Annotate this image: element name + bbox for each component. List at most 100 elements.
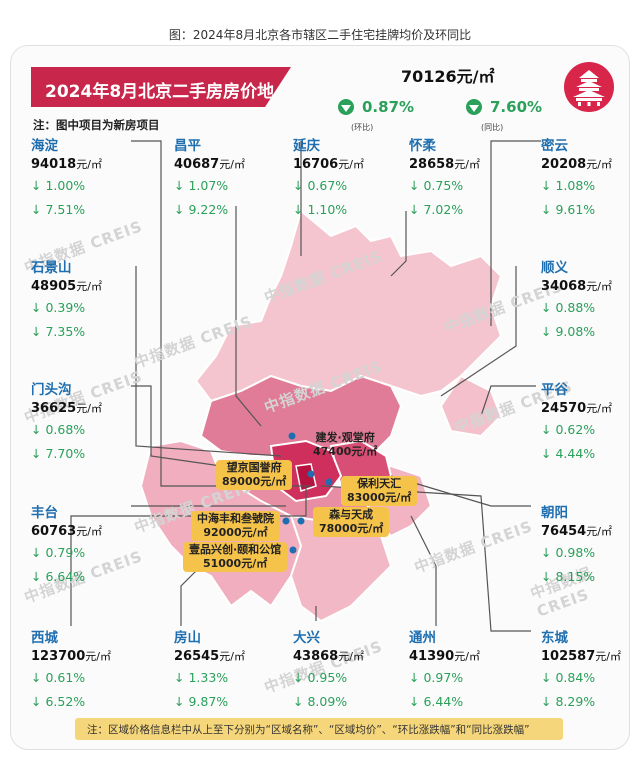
map-title: 2024年8月北京二手房房价地图 — [31, 67, 291, 107]
leader-line-mentougou — [131, 385, 222, 467]
district-pinggu: 平谷 24570元/㎡ 0.62% 4.44% — [541, 378, 629, 467]
district-mom: 0.84% — [541, 670, 629, 691]
district-miyun: 密云 20208元/㎡ 1.08% 9.61% — [541, 134, 629, 223]
down-arrow-icon — [338, 99, 354, 115]
district-price: 20208元/㎡ — [541, 157, 612, 172]
city-mom-label: (环比) — [351, 123, 374, 132]
district-yoy: 8.15% — [541, 569, 629, 590]
district-name: 顺义 — [541, 260, 568, 276]
district-xicheng: 西城 123700元/㎡ 0.61% 6.52% — [31, 626, 151, 715]
district-yoy: 9.61% — [541, 202, 629, 223]
city-mom-change: 0.87% — [338, 98, 414, 116]
district-price: 40687元/㎡ — [174, 157, 245, 172]
district-name: 海淀 — [31, 138, 58, 154]
district-mom: 0.88% — [541, 300, 629, 321]
map-pinggu-region — [439, 374, 503, 438]
district-shunyi: 顺义 34068元/㎡ 0.88% 9.08% — [541, 256, 629, 345]
temple-logo-icon — [564, 62, 614, 112]
district-yoy: 7.02% — [409, 202, 529, 223]
district-price: 34068元/㎡ — [541, 279, 612, 294]
district-price: 24570元/㎡ — [541, 401, 612, 416]
project-marker-wangjing — [307, 470, 315, 478]
district-dongcheng: 东城 102587元/㎡ 0.84% 8.29% — [541, 626, 629, 715]
district-name: 东城 — [541, 630, 568, 646]
district-price: 41390元/㎡ — [409, 649, 480, 664]
district-mom: 0.95% — [293, 670, 413, 691]
district-price: 60763元/㎡ — [31, 524, 102, 539]
district-yoy: 6.64% — [31, 569, 151, 590]
district-name: 石景山 — [31, 260, 72, 276]
district-mom: 1.08% — [541, 178, 629, 199]
district-name: 通州 — [409, 630, 436, 646]
district-mentougou: 门头沟 36625元/㎡ 0.68% 7.70% — [31, 378, 151, 467]
district-haidian: 海淀 94018元/㎡ 1.00% 7.51% — [31, 134, 151, 223]
district-name: 怀柔 — [409, 138, 436, 154]
district-yoy: 9.08% — [541, 324, 629, 345]
district-name: 西城 — [31, 630, 58, 646]
leader-line-changping — [235, 206, 262, 427]
district-price: 76454元/㎡ — [541, 524, 612, 539]
district-huairou: 怀柔 28658元/㎡ 0.75% 7.02% — [409, 134, 529, 223]
district-price: 26545元/㎡ — [174, 649, 245, 664]
down-arrow-icon — [466, 99, 482, 115]
project-marker-yipin — [289, 546, 297, 554]
district-mom: 0.67% — [293, 178, 413, 199]
district-price: 48905元/㎡ — [31, 279, 102, 294]
city-yoy-value: 7.60% — [490, 98, 543, 116]
project-label-zhonghai: 中海丰和叁號院 92000元/㎡ — [191, 511, 280, 541]
district-yoy: 7.70% — [31, 446, 151, 467]
district-yoy: 8.09% — [293, 694, 413, 715]
district-mom: 0.68% — [31, 422, 151, 443]
district-chaoyang: 朝阳 76454元/㎡ 0.98% 8.15% — [541, 501, 629, 590]
district-name: 朝阳 — [541, 505, 568, 521]
district-yoy: 9.22% — [174, 202, 294, 223]
district-mom: 0.39% — [31, 300, 151, 321]
district-mom: 1.07% — [174, 178, 294, 199]
district-yoy: 7.51% — [31, 202, 151, 223]
district-tongzhou: 通州 41390元/㎡ 0.97% 6.44% — [409, 626, 529, 715]
project-marker-jianfa — [288, 432, 296, 440]
city-yoy-change: 7.60% — [466, 98, 542, 116]
district-mom: 0.61% — [31, 670, 151, 691]
district-yoy: 6.44% — [409, 694, 529, 715]
leader-line-shunyi — [440, 266, 517, 397]
district-yoy: 6.52% — [31, 694, 151, 715]
district-name: 门头沟 — [31, 382, 72, 398]
map-card: 中指数据 CREIS 中指数据 CREIS 中指数据 CREIS 中指数据 CR… — [10, 45, 630, 750]
district-yoy: 7.35% — [31, 324, 151, 345]
project-label-baoli: 保利天汇 83000元/㎡ — [341, 476, 418, 506]
district-name: 平谷 — [541, 382, 568, 398]
project-label-jianfa: 建发·观堂府 47400元/㎡ — [313, 431, 378, 458]
district-changping: 昌平 40687元/㎡ 1.07% 9.22% — [174, 134, 294, 223]
district-price: 123700元/㎡ — [31, 649, 111, 664]
district-price: 43868元/㎡ — [293, 649, 364, 664]
leader-line-fangshan — [180, 565, 202, 626]
district-price: 28658元/㎡ — [409, 157, 480, 172]
district-yanqing: 延庆 16706元/㎡ 0.67% 1.10% — [293, 134, 413, 223]
district-name: 丰台 — [31, 505, 58, 521]
district-yoy: 1.10% — [293, 202, 413, 223]
district-mom: 0.62% — [541, 422, 629, 443]
district-mom: 1.00% — [31, 178, 151, 199]
district-yoy: 8.29% — [541, 694, 629, 715]
district-price: 16706元/㎡ — [293, 157, 364, 172]
leader-line-huairou — [390, 211, 407, 277]
leader-line-pinggu — [480, 385, 536, 417]
district-price: 94018元/㎡ — [31, 157, 102, 172]
district-mom: 0.97% — [409, 670, 529, 691]
map-northern-region — [194, 209, 503, 403]
project-label-wangjing: 望京国誉府 89000元/㎡ — [216, 460, 293, 490]
district-price: 36625元/㎡ — [31, 401, 102, 416]
district-shijingshan: 石景山 48905元/㎡ 0.39% 7.35% — [31, 256, 151, 345]
project-marker-baoli — [325, 478, 333, 486]
leader-line-tongzhou — [410, 515, 437, 626]
city-yoy-label: (同比) — [481, 123, 504, 132]
project-label-yipin: 壹品兴创·颐和公馆 51000元/㎡ — [183, 542, 288, 572]
city-mom-value: 0.87% — [362, 98, 415, 116]
district-fangshan: 房山 26545元/㎡ 1.33% 9.87% — [174, 626, 294, 715]
footer-note: 注：区域价格信息栏中从上至下分别为“区域名称”、“区域均价”、“环比涨跌幅”和“… — [75, 718, 563, 740]
district-name: 昌平 — [174, 138, 201, 154]
district-daxing: 大兴 43868元/㎡ 0.95% 8.09% — [293, 626, 413, 715]
district-name: 大兴 — [293, 630, 320, 646]
district-name: 房山 — [174, 630, 201, 646]
